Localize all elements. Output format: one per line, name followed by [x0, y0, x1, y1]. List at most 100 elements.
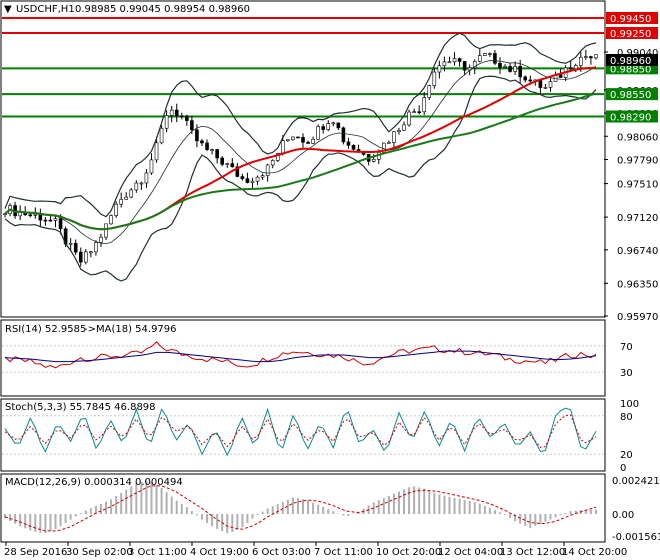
- candle-body: [477, 55, 482, 62]
- candle-body: [407, 111, 411, 126]
- candle-body: [503, 66, 507, 68]
- x-tick-label: 14 Oct 20:00: [562, 547, 627, 558]
- candle-body: [73, 243, 78, 253]
- candle-body: [94, 242, 98, 253]
- candle-body: [230, 163, 235, 168]
- candle-body: [89, 251, 93, 254]
- candle-body: [351, 145, 356, 150]
- candle-body: [442, 61, 447, 67]
- candle-body: [336, 122, 341, 129]
- rsi-y-tick-label: 70: [620, 342, 633, 353]
- candle-body: [548, 81, 553, 88]
- candle-body: [144, 172, 149, 184]
- candle-body: [371, 159, 376, 162]
- x-tick-label: 10 Oct 20:00: [376, 547, 441, 558]
- x-tick-label: 30 Sep 02:00: [66, 547, 133, 558]
- header-arrow[interactable]: ▼: [4, 4, 12, 15]
- candle-body: [53, 218, 58, 221]
- candle-body: [462, 61, 467, 71]
- candle-body: [164, 115, 169, 129]
- level-tag-0.99450: [606, 12, 658, 24]
- price-y-tick-label: 0.98060: [617, 132, 658, 143]
- stoch-plot: [2, 407, 604, 457]
- candle-body: [129, 189, 134, 198]
- rsi-panel[interactable]: [0, 319, 606, 397]
- candle-body: [255, 176, 260, 182]
- candle-body: [179, 115, 184, 118]
- candle-body: [205, 142, 209, 150]
- price-y-tick-label: 0.96740: [617, 246, 658, 257]
- price-panel[interactable]: [0, 0, 606, 318]
- macd-signal-line: [4, 485, 597, 532]
- candle-body: [124, 196, 129, 200]
- candle-body: [346, 141, 351, 146]
- candle-body: [498, 62, 502, 68]
- level-tag-0.99250: [606, 27, 658, 39]
- symbol-label: USDCHF,H1: [16, 4, 75, 15]
- candle-body: [139, 182, 144, 185]
- candle-body: [265, 164, 270, 176]
- candle-body: [452, 58, 457, 63]
- candle-body: [543, 86, 548, 89]
- level-tag-label: 0.98850: [610, 64, 651, 75]
- rsi-title: RSI(14) 52.9585: [5, 324, 86, 335]
- candle-body: [119, 199, 123, 205]
- candle-body: [326, 123, 331, 130]
- candle-body: [568, 67, 573, 70]
- bollinger-upper: [4, 32, 597, 218]
- candle-body: [402, 124, 406, 131]
- candle-body: [78, 251, 83, 263]
- candle-body: [58, 218, 63, 230]
- candle-body: [331, 122, 336, 125]
- candle-body: [48, 219, 53, 222]
- candle-body: [447, 61, 452, 64]
- ma-slow-line: [4, 92, 597, 231]
- candle-body: [134, 182, 139, 191]
- rsi-plot: [2, 341, 604, 373]
- quote-label: 0.98985 0.99045 0.98954 0.98960: [75, 4, 250, 15]
- current-price-label: 0.98960: [610, 56, 651, 67]
- candle-body: [99, 236, 103, 243]
- candle-body: [280, 140, 285, 154]
- x-tick-label: 12 Oct 04:00: [438, 547, 503, 558]
- x-tick-label: 28 Sep 2016: [4, 547, 67, 558]
- candle-body: [316, 126, 320, 140]
- candle-body: [114, 203, 118, 216]
- candle-body: [321, 126, 326, 130]
- macd-y-tick-label: 0.002421: [612, 476, 660, 487]
- candle-body: [513, 66, 517, 72]
- candle-body: [149, 159, 154, 174]
- price-y-tick-label: 0.95970: [617, 312, 658, 323]
- level-tag-label: 0.99250: [610, 29, 651, 40]
- candle-body: [432, 71, 437, 86]
- price-y-tick-label: 0.99040: [617, 48, 658, 59]
- candle-body: [296, 136, 300, 139]
- candle-body: [412, 111, 416, 114]
- candle-body: [200, 140, 204, 144]
- candle-body: [589, 56, 593, 59]
- price-y-tick-label: 0.97790: [617, 155, 658, 166]
- candle-body: [523, 76, 528, 81]
- level-tag-0.98290: [606, 110, 658, 123]
- candle-body: [68, 243, 73, 245]
- candle-body: [270, 160, 275, 166]
- current-price-tag: [606, 54, 658, 66]
- candle-body: [437, 65, 442, 73]
- candle-body: [104, 223, 108, 238]
- candle-body: [38, 213, 43, 221]
- x-tick-label: 7 Oct 11:00: [314, 547, 373, 558]
- candle-body: [341, 127, 346, 143]
- candle-body: [286, 139, 290, 141]
- candle-body: [584, 56, 588, 58]
- candle-body: [291, 136, 295, 140]
- x-tick-label: 3 Oct 11:00: [128, 547, 187, 558]
- candle-body: [422, 97, 427, 113]
- candle-body: [109, 215, 113, 225]
- stoch-y-tick-label: 20: [620, 450, 633, 461]
- candle-body: [174, 109, 179, 117]
- candle-body: [43, 219, 48, 222]
- macd-title: MACD(12,26,9) 0.000314 0.000494: [5, 477, 183, 488]
- candle-body: [159, 127, 164, 144]
- candle-body: [387, 142, 391, 144]
